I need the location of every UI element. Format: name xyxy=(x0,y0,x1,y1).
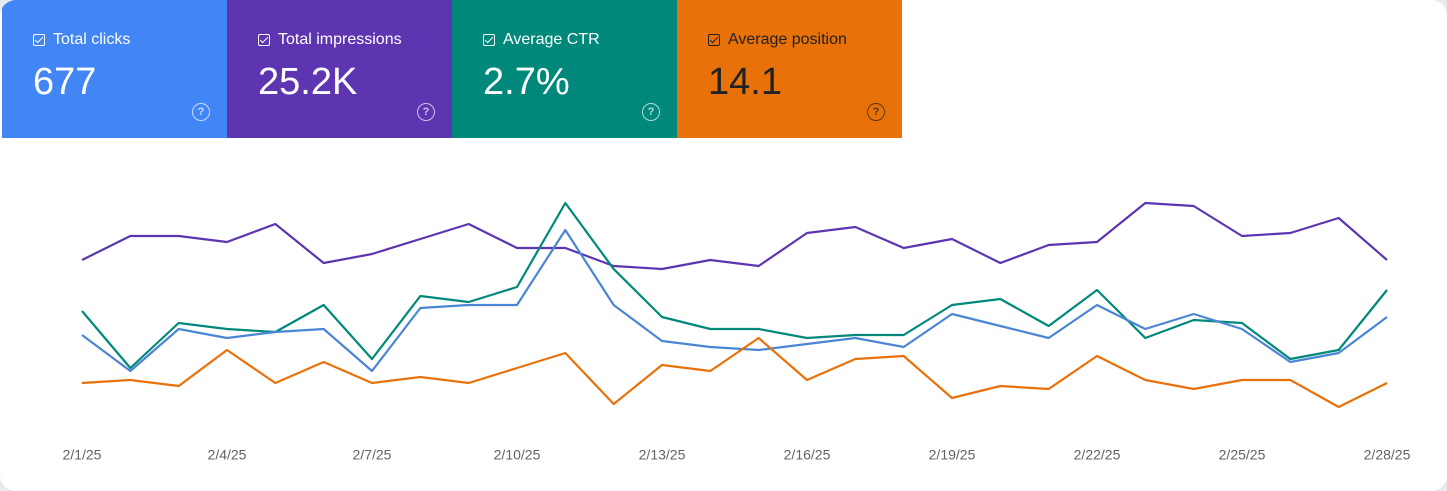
x-tick-label: 2/10/25 xyxy=(494,447,541,463)
checkbox[interactable] xyxy=(483,34,495,46)
help-icon[interactable]: ? xyxy=(417,103,435,121)
help-icon[interactable]: ? xyxy=(867,103,885,121)
x-tick-label: 2/25/25 xyxy=(1219,447,1266,463)
help-icon[interactable]: ? xyxy=(642,103,660,121)
metric-cards: Total clicks 677? Total impressions 25.2K? A… xyxy=(2,0,902,138)
card-label-text: Total clicks xyxy=(53,31,131,48)
x-tick-label: 2/1/25 xyxy=(63,447,102,463)
card-label: Total clicks xyxy=(33,31,227,49)
metric-card[interactable]: Total clicks 677? xyxy=(2,0,227,138)
card-label-text: Total impressions xyxy=(278,31,402,48)
series-line xyxy=(81,201,1388,271)
series-line xyxy=(81,201,1388,370)
checkbox[interactable] xyxy=(708,34,720,46)
x-tick-label: 2/19/25 xyxy=(929,447,976,463)
card-label-text: Average position xyxy=(728,31,847,48)
card-label: Total impressions xyxy=(258,31,452,49)
metric-card[interactable]: Total impressions 25.2K? xyxy=(227,0,452,138)
card-value: 677 xyxy=(33,61,97,103)
card-value: 25.2K xyxy=(258,61,358,103)
checkbox[interactable] xyxy=(33,34,45,46)
metric-card[interactable]: Average position 14.1? xyxy=(677,0,902,138)
series-line xyxy=(81,336,1388,409)
card-label: Average position xyxy=(708,31,902,49)
x-tick-label: 2/13/25 xyxy=(639,447,686,463)
x-tick-label: 2/7/25 xyxy=(353,447,392,463)
x-tick-label: 2/16/25 xyxy=(784,447,831,463)
card-label-text: Average CTR xyxy=(503,31,600,48)
series-line xyxy=(81,228,1388,373)
x-tick-label: 2/22/25 xyxy=(1074,447,1121,463)
card-label: Average CTR xyxy=(483,31,677,49)
card-value: 2.7% xyxy=(483,61,570,103)
x-tick-label: 2/28/25 xyxy=(1364,447,1411,463)
checkbox[interactable] xyxy=(258,34,270,46)
help-icon[interactable]: ? xyxy=(192,103,210,121)
x-tick-label: 2/4/25 xyxy=(208,447,247,463)
metric-card[interactable]: Average CTR 2.7%? xyxy=(452,0,677,138)
card-value: 14.1 xyxy=(708,61,782,103)
